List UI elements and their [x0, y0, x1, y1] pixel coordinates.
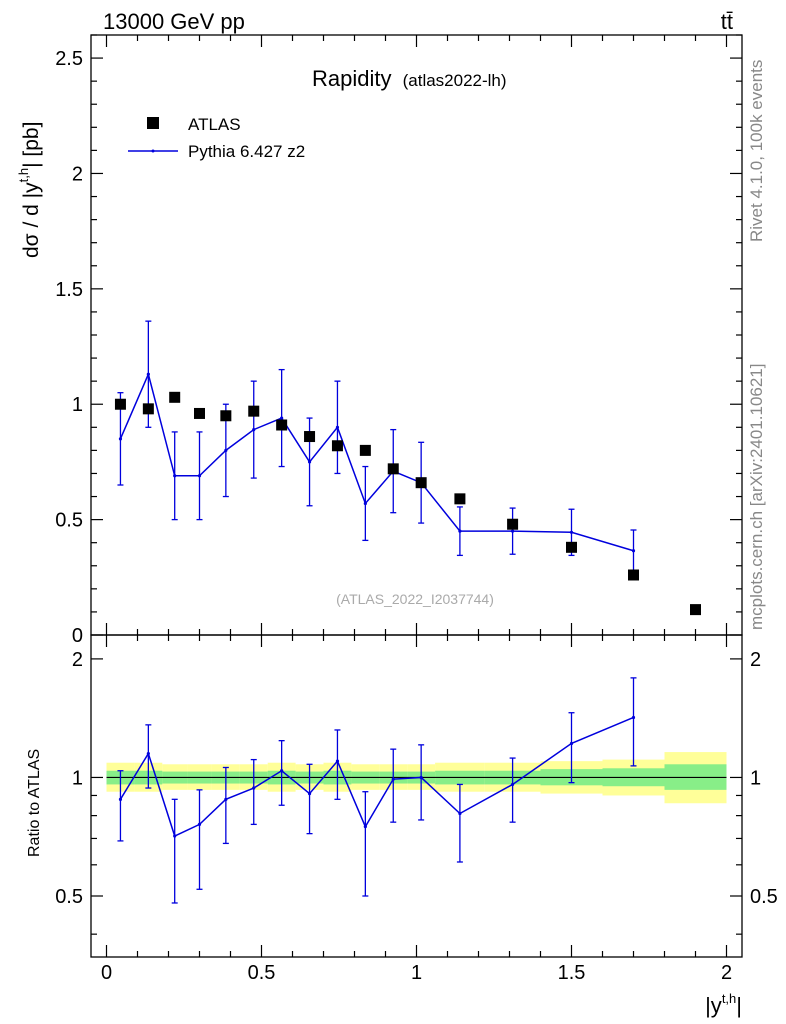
ratio-point [197, 822, 202, 826]
ratio-y-axis-label: Ratio to ATLAS [26, 749, 43, 857]
main-y-axis-label: dσ / d |yt,h| [pb] [16, 122, 43, 258]
atlas-data-point [248, 405, 260, 417]
mc-point [197, 474, 202, 478]
atlas-data-point [415, 477, 427, 489]
mc-point [510, 529, 515, 533]
ratio-point [458, 811, 462, 816]
atlas-data-point [454, 493, 466, 505]
atlas-data-point [220, 410, 232, 422]
analysis-watermark: (ATLAS_2022_I2037744) [336, 591, 494, 607]
atlas-data-point [387, 463, 399, 475]
atlas-data-point [331, 440, 343, 452]
mc-point [363, 501, 367, 506]
main-series-layer [114, 320, 701, 616]
mc-point [118, 437, 123, 441]
atlas-data-point [566, 541, 577, 553]
ratio-y-tick-label: 2 [72, 649, 83, 671]
ratio-point [280, 769, 284, 773]
ratio-y-tick-label-right: 2 [750, 649, 761, 671]
atlas-data-point [169, 391, 181, 403]
mc-point [280, 416, 284, 420]
atlas-data-point [142, 403, 154, 415]
mc-point [173, 474, 177, 478]
atlas-data-point [276, 419, 288, 431]
chart-title-main: Rapidity [312, 66, 391, 91]
main-y-tick-label: 1 [72, 394, 83, 416]
ratio-frame [90, 634, 743, 958]
mc-point [631, 549, 636, 553]
ratio-y-tick-label-right: 0.5 [750, 886, 778, 908]
legend-mc-label: Pythia 6.427 z2 [188, 142, 305, 161]
ratio-point [391, 777, 395, 781]
x-tick-label: 0.5 [248, 962, 276, 984]
main-y-tick-label: 0.5 [55, 510, 83, 532]
main-y-tick-label: 0 [72, 625, 83, 647]
legend: ATLAS Pythia 6.427 z2 [128, 115, 305, 161]
chart-subtitle: (atlas2022-lh) [403, 71, 507, 90]
ratio-point [419, 775, 423, 780]
mc-point [307, 460, 312, 464]
atlas-data-point [304, 431, 316, 443]
atlas-data-point [359, 444, 371, 456]
atlas-data-point [194, 407, 205, 419]
mc-point [224, 448, 228, 452]
main-y-tick-label: 2.5 [55, 48, 83, 70]
x-tick-label: 2 [721, 962, 732, 984]
chart-title: Rapidity (atlas2022-lh) [312, 66, 507, 91]
legend-data-label: ATLAS [188, 115, 241, 134]
ratio-y-tick-label: 1 [72, 767, 83, 789]
mc-point [146, 372, 150, 376]
ratio-y-tick-label-right: 1 [750, 767, 761, 789]
mc-point [458, 529, 462, 533]
x-tick-label: 1.5 [558, 962, 586, 984]
ratio-series-layer [117, 677, 637, 904]
ratio-point [173, 834, 177, 838]
atlas-data-point [114, 398, 126, 410]
legend-mc-marker [151, 149, 155, 153]
ratio-point [631, 715, 636, 720]
main-y-tick-label: 1.5 [55, 279, 83, 301]
ratio-point [363, 825, 367, 829]
ratio-point [252, 786, 256, 790]
main-axes: 0 0.5 1 1.5 2 2.5 [55, 34, 743, 647]
ratio-point [335, 759, 340, 763]
energy-label: 13000 GeV pp [103, 9, 245, 34]
ratio-y-tick-label: 0.5 [55, 886, 83, 908]
mc-line [119, 371, 634, 552]
mc-point [569, 530, 574, 534]
mc-point [335, 425, 340, 429]
x-tick-label: 1 [411, 962, 422, 984]
atlas-data-point [507, 518, 519, 530]
process-label: tt̄ [721, 9, 733, 34]
mc-point [252, 428, 256, 432]
mcplots-label: mcplots.cern.ch [arXiv:2401.10621] [747, 364, 766, 630]
legend-data-marker [147, 117, 159, 129]
ratio-point [307, 791, 312, 796]
ratio-point [569, 741, 574, 746]
atlas-data-point [628, 569, 639, 581]
main-y-tick-label: 2 [72, 163, 83, 185]
atlas-data-point [690, 604, 701, 616]
ratio-point [224, 797, 228, 801]
x-axis-label: |yt,h| [705, 991, 742, 1018]
ratio-axes: 0.5 0.5 1 1 2 2 0 0.5 1 1.5 2 [55, 634, 778, 984]
ratio-point [510, 782, 515, 787]
ratio-line [119, 716, 634, 838]
ratio-point [146, 751, 150, 756]
ratio-point [118, 797, 123, 801]
rivet-version-label: Rivet 4.1.0, 100k events [747, 60, 766, 242]
x-tick-label: 0 [101, 962, 112, 984]
